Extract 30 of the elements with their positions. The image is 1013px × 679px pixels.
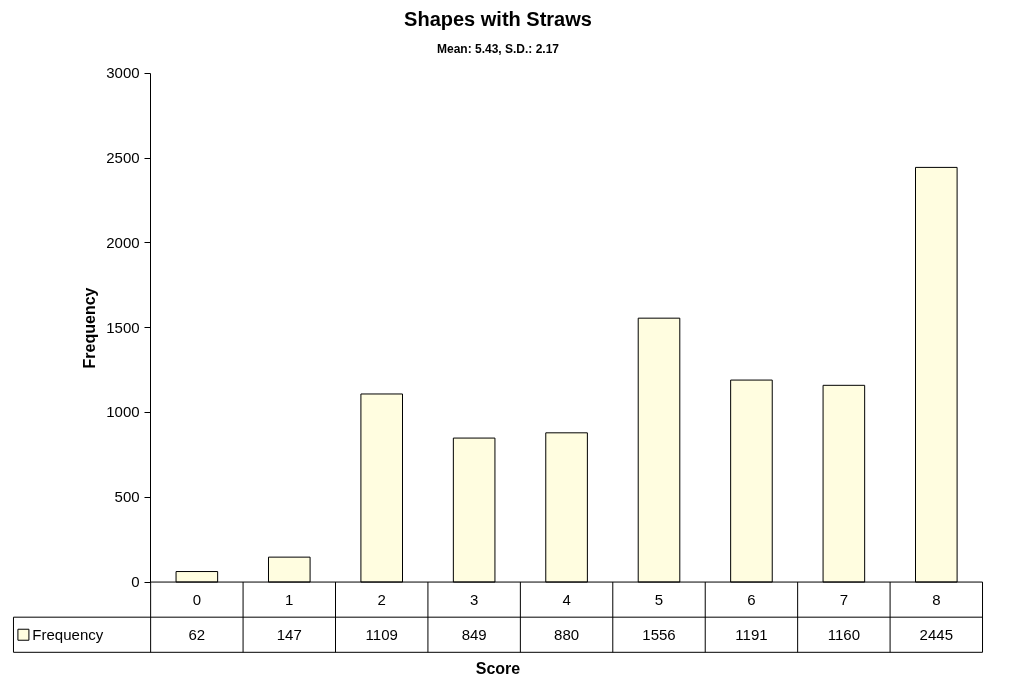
y-tick-label: 3000 (106, 64, 140, 82)
x-tick-label: 8 (932, 590, 941, 608)
data-label: 1109 (365, 625, 398, 643)
x-tick-label: 1 (285, 590, 294, 608)
data-label: 2445 (919, 625, 953, 643)
y-tick-label: 1500 (106, 318, 140, 336)
data-label: 1191 (735, 625, 768, 643)
chart-title: Shapes with Straws (404, 7, 592, 30)
legend-label: Frequency (32, 626, 104, 644)
x-tick-label: 0 (192, 590, 202, 608)
data-label: 147 (276, 625, 302, 643)
x-tick-label: 7 (839, 590, 849, 608)
data-label: 880 (554, 625, 580, 643)
chart-subtitle: Mean: 5.43, S.D.: 2.17 (436, 41, 560, 56)
x-axis-title: Score (475, 659, 521, 677)
data-label: 62 (188, 625, 206, 643)
x-tick-label: 6 (747, 590, 756, 608)
y-tick-label: 0 (131, 573, 140, 591)
y-tick-label: 500 (114, 488, 140, 506)
data-label: 1556 (642, 625, 676, 643)
data-label: 849 (461, 625, 487, 643)
x-tick-label: 2 (377, 590, 386, 608)
x-tick-label: 5 (654, 590, 664, 608)
y-tick-label: 2500 (106, 149, 140, 167)
y-axis-title: Frequency (81, 287, 99, 369)
y-tick-label: 2000 (106, 233, 140, 251)
y-tick-label: 1000 (106, 403, 140, 421)
x-tick-label: 4 (562, 590, 571, 608)
x-tick-label: 3 (469, 590, 479, 608)
data-label: 1160 (827, 625, 861, 643)
